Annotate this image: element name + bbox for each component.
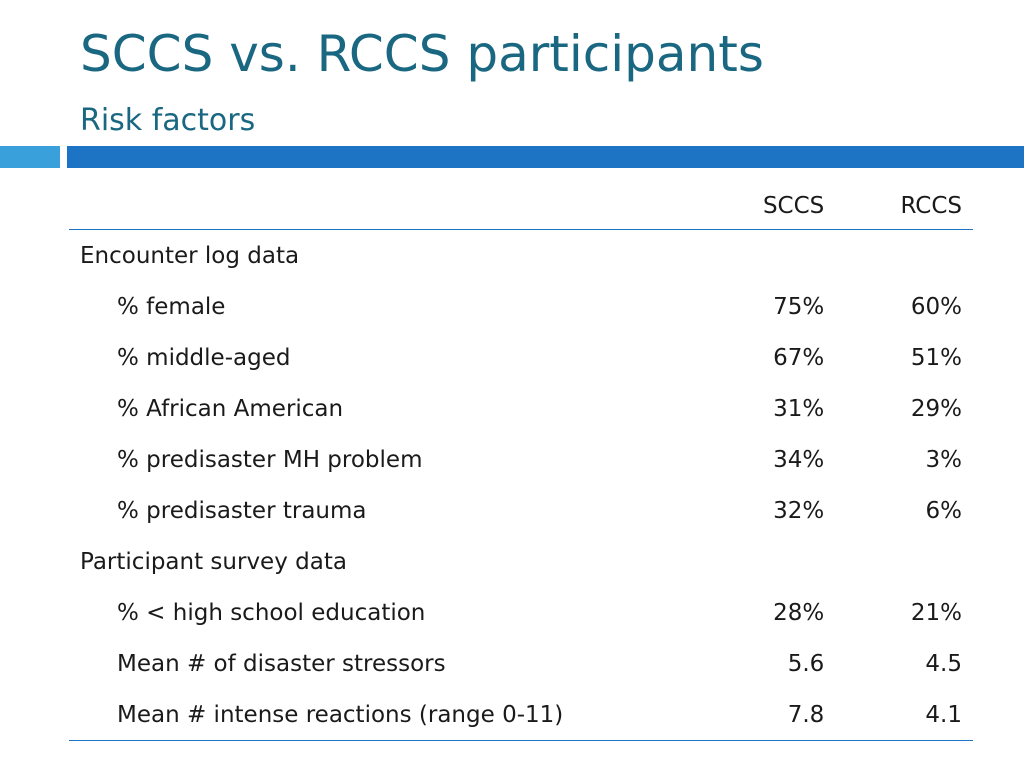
sccs-value: 7.8 bbox=[698, 689, 825, 741]
sccs-value: 34% bbox=[773, 446, 825, 473]
sccs-value: 67% bbox=[773, 344, 825, 371]
accent-bar-main bbox=[67, 146, 1024, 168]
rccs-value: 4.5 bbox=[925, 650, 962, 677]
sccs-value: 28% bbox=[773, 599, 825, 626]
header-label-cell bbox=[69, 183, 699, 230]
sccs-value: 75% bbox=[773, 293, 825, 320]
rccs-value: 3% bbox=[925, 446, 963, 473]
risk-factors-table: SCCS RCCS Encounter log data % female 75… bbox=[69, 183, 973, 741]
header-sccs: SCCS bbox=[698, 183, 825, 230]
row-label: % female bbox=[117, 293, 226, 320]
rccs-value: 21% bbox=[910, 599, 962, 626]
sccs-value: 5.6 bbox=[787, 650, 825, 677]
row-label: Mean # of disaster stressors bbox=[117, 650, 446, 677]
rccs-value: 60% bbox=[910, 293, 962, 320]
rccs-value: 29% bbox=[910, 395, 962, 422]
header-rccs: RCCS bbox=[824, 183, 973, 230]
group-label: Participant survey data bbox=[80, 548, 347, 575]
table-header-row: SCCS RCCS bbox=[69, 183, 973, 230]
row-label: % predisaster trauma bbox=[117, 497, 367, 524]
sccs-value: 32% bbox=[773, 497, 825, 524]
row-label: % middle-aged bbox=[117, 344, 291, 371]
table-row: % predisaster trauma 32% 6% bbox=[69, 485, 973, 536]
table-row: % predisaster MH problem 34% 3% bbox=[69, 434, 973, 485]
slide-title: SCCS vs. RCCS participants bbox=[80, 25, 764, 83]
row-label: % predisaster MH problem bbox=[117, 446, 423, 473]
table-row: % < high school education 28% 21% bbox=[69, 587, 973, 638]
row-label: % African American bbox=[117, 395, 344, 422]
slide-subtitle: Risk factors bbox=[80, 103, 256, 138]
table-row: Mean # intense reactions (range 0-11) 7.… bbox=[69, 689, 973, 741]
group-label: Encounter log data bbox=[80, 242, 300, 269]
group-row-participant-survey: Participant survey data bbox=[69, 536, 973, 587]
table-row: % middle-aged 67% 51% bbox=[69, 332, 973, 383]
table-row: Mean # of disaster stressors 5.6 4.5 bbox=[69, 638, 973, 689]
rccs-value: 51% bbox=[910, 344, 962, 371]
sccs-value: 31% bbox=[773, 395, 825, 422]
accent-bar-left bbox=[0, 146, 60, 168]
group-row-encounter-log: Encounter log data bbox=[69, 230, 973, 282]
table-row: % African American 31% 29% bbox=[69, 383, 973, 434]
table-row: % female 75% 60% bbox=[69, 281, 973, 332]
rccs-value: 4.1 bbox=[824, 689, 973, 741]
rccs-value: 6% bbox=[925, 497, 963, 524]
row-label: Mean # intense reactions (range 0-11) bbox=[69, 689, 699, 741]
row-label: % < high school education bbox=[117, 599, 426, 626]
